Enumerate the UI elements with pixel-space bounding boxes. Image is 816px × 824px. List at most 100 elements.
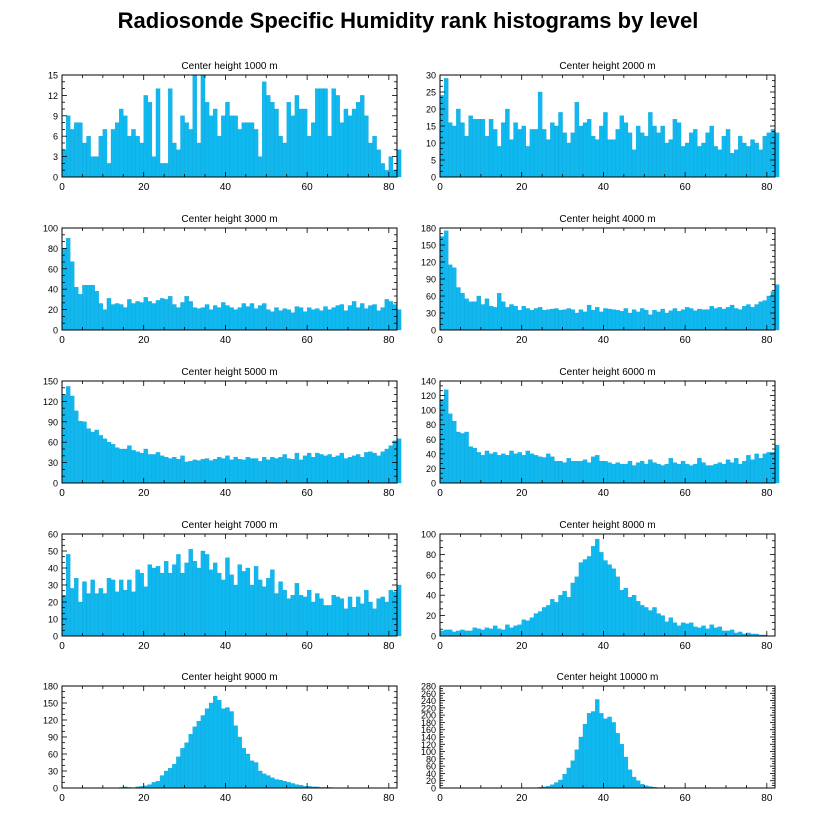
bar [570, 582, 575, 637]
bar [229, 574, 234, 637]
x-tick-label: 20 [516, 641, 528, 652]
bar [253, 458, 259, 484]
bar [693, 310, 698, 331]
y-tick-label: 120 [421, 740, 436, 750]
bar [233, 584, 238, 637]
bar [221, 579, 226, 637]
bar [249, 458, 255, 484]
bar [286, 309, 291, 331]
bar [505, 307, 510, 331]
bar [253, 762, 259, 789]
bar [163, 457, 169, 484]
bar [488, 628, 494, 637]
bar [368, 601, 373, 637]
bar [257, 579, 263, 637]
bar [200, 307, 206, 331]
bar [119, 448, 124, 484]
bar [656, 311, 661, 331]
y-tick-label: 0 [53, 632, 58, 642]
bar [311, 122, 316, 178]
bar [278, 581, 283, 637]
bar [262, 586, 267, 637]
bar [550, 308, 555, 331]
bar [90, 284, 95, 331]
bar [480, 304, 486, 331]
bar [709, 125, 714, 178]
bar [347, 596, 353, 637]
bar [541, 129, 547, 178]
bar [468, 115, 473, 178]
bar [270, 457, 275, 484]
bar [484, 136, 490, 178]
bar [131, 591, 136, 637]
bar [439, 630, 445, 637]
x-tick-label: 40 [220, 793, 232, 804]
bar [582, 311, 588, 331]
bar [570, 132, 575, 178]
x-tick-label: 0 [59, 488, 65, 499]
x-tick-label: 40 [598, 488, 610, 499]
bar [738, 463, 743, 484]
bar [668, 617, 674, 637]
y-tick-label: 160 [421, 725, 436, 735]
y-tick-label: 15 [48, 71, 58, 81]
bar [603, 308, 608, 331]
chart-panel-9: Center height 9000 m 0 20 40 60 80 0 30 60 90 120 1… [43, 672, 398, 804]
bar [705, 628, 710, 637]
bar [151, 782, 157, 789]
bar [270, 777, 275, 789]
bar [452, 267, 457, 331]
bar [159, 298, 165, 331]
bar [488, 453, 494, 484]
bar [517, 452, 522, 484]
bar [680, 146, 686, 178]
bar [241, 122, 246, 178]
bar [762, 453, 767, 484]
bar [537, 611, 543, 637]
bar [492, 307, 498, 331]
bar [143, 448, 148, 484]
y-tick-label: 150 [43, 699, 58, 709]
bar [464, 431, 469, 484]
bar [448, 264, 453, 331]
bar [188, 734, 193, 789]
bar [550, 599, 555, 637]
bar [623, 122, 629, 178]
y-tick-label: 40 [426, 591, 436, 601]
y-tick-label: 100 [421, 747, 436, 757]
bar [693, 626, 698, 637]
bar [595, 699, 600, 789]
bar [635, 601, 641, 637]
bar [286, 598, 291, 637]
bar [204, 458, 210, 484]
bar [497, 628, 502, 637]
y-tick-label: 100 [43, 224, 58, 234]
bar [603, 112, 608, 178]
bar [213, 696, 218, 789]
bar [331, 457, 336, 484]
bar [274, 779, 279, 789]
bar [684, 142, 690, 178]
x-tick-label: 60 [302, 335, 314, 346]
panel-title: Center height 5000 m [181, 367, 277, 378]
bar [697, 308, 702, 331]
bar [611, 309, 616, 331]
bar [74, 122, 79, 178]
x-tick-label: 20 [138, 182, 150, 193]
bar [147, 102, 153, 178]
bar [452, 125, 457, 178]
bar [204, 708, 210, 789]
bar [525, 450, 531, 484]
x-tick-label: 80 [383, 641, 395, 652]
bar [98, 588, 104, 637]
bar [439, 95, 445, 178]
bar [249, 760, 255, 789]
bar [221, 115, 226, 178]
y-tick-label: 0 [431, 632, 436, 642]
bar [225, 455, 230, 484]
bar [327, 309, 332, 331]
panel-title: Center height 4000 m [559, 214, 655, 225]
bar [65, 554, 71, 637]
bar [90, 156, 95, 178]
